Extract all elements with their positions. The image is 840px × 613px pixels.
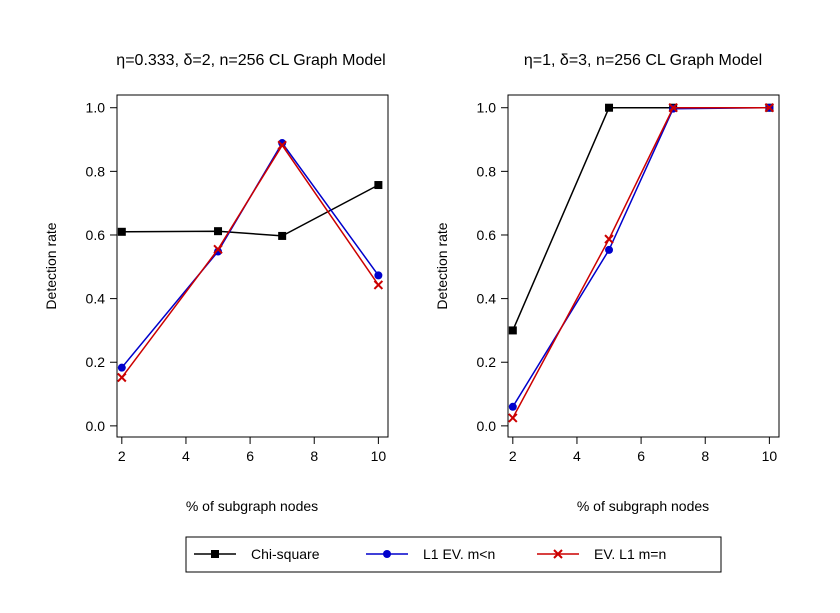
- legend-marker-ev-l1: [553, 549, 563, 559]
- chart-left-line-l1-ev-m-n: [121, 141, 380, 369]
- chart-right-point-ev-l1-m-n: [668, 103, 678, 113]
- chart-left-y-axis: 0.0 0.2 0.4 0.6 0.8 1.0: [86, 100, 117, 434]
- legend-entry-l1-ev: L1 EV. m<n: [366, 546, 495, 562]
- chart-left-x-tick-label: 10: [371, 448, 387, 464]
- legend-label-ev-l1: EV. L1 m=n: [594, 546, 666, 562]
- chart-left-point-chi-square: [374, 181, 383, 190]
- chart-right-x-axis-title: % of subgraph nodes: [577, 498, 709, 514]
- chart-right-y-tick-label: 0.0: [477, 418, 497, 434]
- chart-left-point-l1-ev-m-n: [278, 139, 287, 148]
- chart-right-y-tick-label: 1.0: [477, 100, 497, 116]
- chart-right-line-l1-ev-m-n: [512, 106, 770, 408]
- legend-label-chi-square: Chi-square: [251, 546, 320, 562]
- chart-left-x-tick-label: 6: [246, 448, 254, 464]
- chart-left-point-chi-square: [117, 227, 126, 236]
- chart-right-y-tick-label: 0.4: [477, 291, 497, 307]
- chart-left-plot-frame: [116, 94, 389, 438]
- chart-right-point-chi-square: [508, 326, 517, 335]
- chart-left-point-ev-l1-m-n: [213, 244, 223, 255]
- chart-left-line-ev-l1-m-n: [121, 143, 380, 378]
- chart-right-line-ev-l1-m-n: [512, 106, 770, 419]
- chart-left-x-tick-label: 2: [118, 448, 126, 464]
- chart-right-y-tick-label: 0.2: [477, 354, 497, 370]
- chart-left-point-l1-ev-m-n: [117, 363, 126, 372]
- chart-right-y-tick-label: 0.6: [477, 227, 497, 243]
- chart-left-y-tick-label: 0.2: [86, 354, 106, 370]
- chart-left-y-tick-label: 0.8: [86, 163, 106, 179]
- chart-right-x-tick-label: 4: [573, 448, 581, 464]
- chart-right-x-tick-label: 6: [637, 448, 645, 464]
- chart-right-x-tick-label: 8: [701, 448, 709, 464]
- chart-right-line-chi-square: [512, 106, 770, 331]
- chart-right-point-ev-l1-m-n: [508, 413, 518, 423]
- chart-right-y-axis: 0.0 0.2 0.4 0.6 0.8 1.0: [477, 100, 508, 434]
- chart-left-y-tick-label: 1.0: [86, 100, 106, 116]
- chart-left-point-ev-l1-m-n: [117, 372, 127, 383]
- legend-entry-ev-l1: EV. L1 m=n: [537, 546, 666, 562]
- chart-left: η=0.333, δ=2, n=256 CL Graph Model 2 4 6 8 1…: [43, 52, 389, 514]
- chart-right-point-l1-ev-m-n: [508, 402, 517, 411]
- chart-left-point-l1-ev-m-n: [214, 247, 223, 256]
- chart-left-x-tick-label: 8: [310, 448, 318, 464]
- chart-left-x-tick-label: 4: [182, 448, 190, 464]
- legend-marker-chi-square: [211, 550, 219, 558]
- chart-right-title: η=1, δ=3, n=256 CL Graph Model: [524, 52, 762, 69]
- chart-left-point-chi-square: [278, 231, 287, 240]
- legend-box: [185, 536, 722, 573]
- legend-entry-chi-square: Chi-square: [194, 546, 320, 562]
- chart-right-point-l1-ev-m-n: [605, 245, 614, 254]
- chart-left-y-tick-label: 0.4: [86, 291, 106, 307]
- legend: Chi-square L1 EV. m<n EV. L1 m=n: [185, 536, 722, 573]
- chart-left-x-axis-title: % of subgraph nodes: [186, 498, 318, 514]
- chart-left-series: [117, 139, 384, 383]
- chart-left-point-ev-l1-m-n: [277, 140, 287, 150]
- chart-left-point-l1-ev-m-n: [374, 271, 383, 280]
- chart-left-point-ev-l1-m-n: [373, 280, 384, 290]
- chart-right-point-ev-l1-m-n: [764, 103, 775, 113]
- chart-right-point-ev-l1-m-n: [604, 234, 614, 244]
- chart-right-series: [508, 103, 775, 423]
- chart-right-y-axis-title: Detection rate: [434, 222, 450, 309]
- chart-right-point-chi-square: [605, 103, 614, 112]
- legend-label-l1-ev: L1 EV. m<n: [423, 546, 495, 562]
- chart-right-x-axis: 2 4 6 8 10: [509, 437, 777, 464]
- chart-right-x-tick-label: 10: [762, 448, 778, 464]
- chart-left-y-tick-label: 0.6: [86, 227, 106, 243]
- legend-marker-l1-ev: [383, 550, 391, 558]
- chart-left-title: η=0.333, δ=2, n=256 CL Graph Model: [116, 52, 385, 69]
- chart-right-x-tick-label: 2: [509, 448, 517, 464]
- chart-right-plot-frame: [507, 94, 780, 438]
- chart-right-y-tick-label: 0.8: [477, 163, 497, 179]
- chart-left-point-chi-square: [214, 227, 223, 236]
- chart-left-y-tick-label: 0.0: [86, 418, 106, 434]
- chart-left-x-axis: 2 4 6 8 10: [118, 437, 386, 464]
- chart-left-y-axis-title: Detection rate: [43, 222, 59, 309]
- chart-right: η=1, δ=3, n=256 CL Graph Model 2 4 6 8 10 0.…: [434, 52, 780, 514]
